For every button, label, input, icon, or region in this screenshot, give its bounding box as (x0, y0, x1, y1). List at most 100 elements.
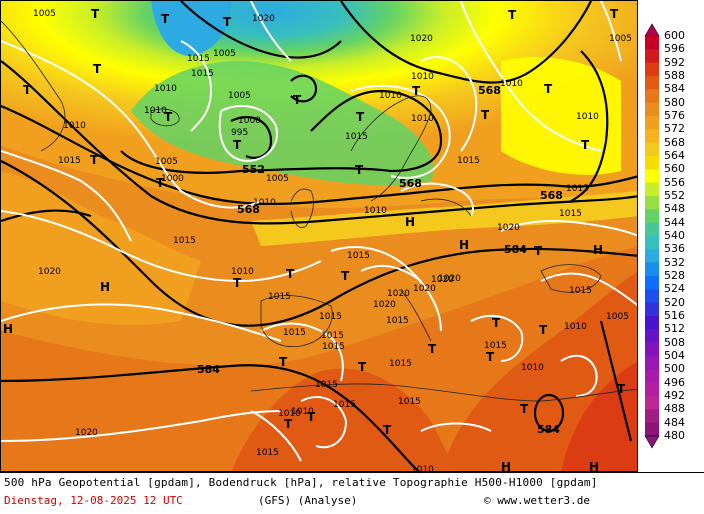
isobar-3 (1, 210, 322, 283)
low-marker: T (355, 163, 364, 177)
geopotential-contour-arc-north (180, 1, 342, 59)
high-marker: H (501, 460, 511, 472)
geopotential-contour-584-east (570, 50, 609, 202)
pressure-label: 1020 (373, 300, 396, 310)
low-marker: T (90, 153, 99, 167)
low-marker: T (233, 138, 242, 152)
pressure-label: 1015 (347, 251, 370, 261)
pressure-label: 1015 (283, 328, 306, 338)
geopotential-contour-576 (1, 60, 637, 225)
coastline-iberia (260, 295, 333, 348)
source-credit[interactable]: © www.wetter3.de (484, 494, 590, 507)
legend-label: 520 (664, 295, 685, 309)
low-marker: T (164, 110, 173, 124)
low-marker: T (307, 410, 316, 424)
geopotential-contour-584-south (1, 364, 421, 471)
pressure-label: 995 (231, 128, 248, 138)
pressure-label: 1010 (411, 114, 434, 124)
legend-label: 496 (664, 375, 685, 389)
low-markers: T T T T T T T T T T T T T T T T T T T T … (23, 7, 626, 437)
coastline-italy (400, 290, 432, 342)
pressure-label: 1010 (576, 112, 599, 122)
pressure-label: 1020 (497, 223, 520, 233)
low-marker: T (358, 360, 367, 374)
legend-swatch (645, 369, 659, 384)
coastline-greenland (1, 20, 66, 152)
isobar-17 (500, 220, 637, 237)
pressure-label: 1015 (191, 69, 214, 79)
legend-label: 488 (664, 402, 685, 416)
legend-swatch (645, 382, 659, 397)
legend-label: 556 (664, 175, 685, 189)
high-marker: H (589, 460, 599, 472)
low-marker: T (161, 12, 170, 26)
low-marker: T (544, 82, 553, 96)
geopotential-contour-552 (120, 89, 443, 174)
pressure-label: 1005 (228, 91, 251, 101)
pressure-label: 1015 (319, 312, 342, 322)
legend-swatch (645, 169, 659, 184)
isobar-22 (360, 264, 422, 282)
low-marker: T (428, 342, 437, 356)
legend-swatch (645, 155, 659, 170)
legend-swatch (645, 249, 659, 264)
coastline-baltic (420, 198, 472, 217)
pressure-label: 1010 (63, 121, 86, 131)
thickness-field-yellow-band (251, 191, 637, 246)
pressure-label: 1015 (268, 292, 291, 302)
pressure-label: 1010 (231, 267, 254, 277)
legend-swatch (645, 275, 659, 290)
low-marker: T (341, 269, 350, 283)
legend-swatch (645, 329, 659, 344)
legend-label: 588 (664, 68, 685, 82)
legend-swatch (645, 195, 659, 210)
pressure-label: 1010 (564, 322, 587, 332)
isobar-20 (600, 1, 622, 62)
pressure-label: 1020 (387, 289, 410, 299)
legend-swatch (645, 115, 659, 130)
legend-swatch (645, 75, 659, 90)
pressure-label: 1015 (457, 156, 480, 166)
legend-swatch (645, 62, 659, 77)
low-marker: T (233, 276, 242, 290)
pressure-label: 1015 (321, 331, 344, 341)
legend-swatch (645, 182, 659, 197)
high-marker: H (405, 215, 415, 229)
geopotential-contour-arc-low (230, 116, 273, 159)
legend-label: 516 (664, 308, 685, 322)
legend-label: 532 (664, 255, 685, 269)
low-marker: T (356, 110, 365, 124)
coastlines (1, 20, 637, 402)
geopotential-label: 568 (237, 203, 260, 216)
low-marker: T (93, 62, 102, 76)
legend-swatch (645, 302, 659, 317)
low-marker: T (91, 7, 100, 21)
low-marker: T (481, 108, 490, 122)
geopotential-contours (1, 1, 637, 471)
pressure-label: 1010 (411, 465, 434, 472)
pressure-label: 1015 (256, 448, 279, 458)
isobar-12 (330, 246, 442, 332)
low-marker: T (610, 7, 619, 21)
isobar-9 (350, 84, 451, 179)
legend-label: 596 (664, 42, 685, 56)
pressure-label: 1015 (566, 184, 589, 194)
legend-label: 500 (664, 362, 685, 376)
pressure-label: 1015 (484, 341, 507, 351)
pressure-label: 1010 (500, 79, 523, 89)
legend-label: 568 (664, 135, 685, 149)
pressure-label: 1020 (438, 274, 461, 284)
low-marker: T (486, 350, 495, 364)
legend-label: 528 (664, 268, 685, 282)
pressure-label: 1020 (75, 428, 98, 438)
legend-swatch (645, 422, 659, 437)
isobar-11 (460, 1, 602, 152)
pressure-label: 1015 (322, 342, 345, 352)
legend-label: 592 (664, 55, 685, 69)
pressure-label: 1005 (155, 157, 178, 167)
isobar-7 (218, 105, 278, 163)
isobar-21 (250, 410, 302, 462)
low-marker: T (520, 402, 529, 416)
pressure-label: 1010 (154, 84, 177, 94)
legend-label: 584 (664, 82, 685, 96)
